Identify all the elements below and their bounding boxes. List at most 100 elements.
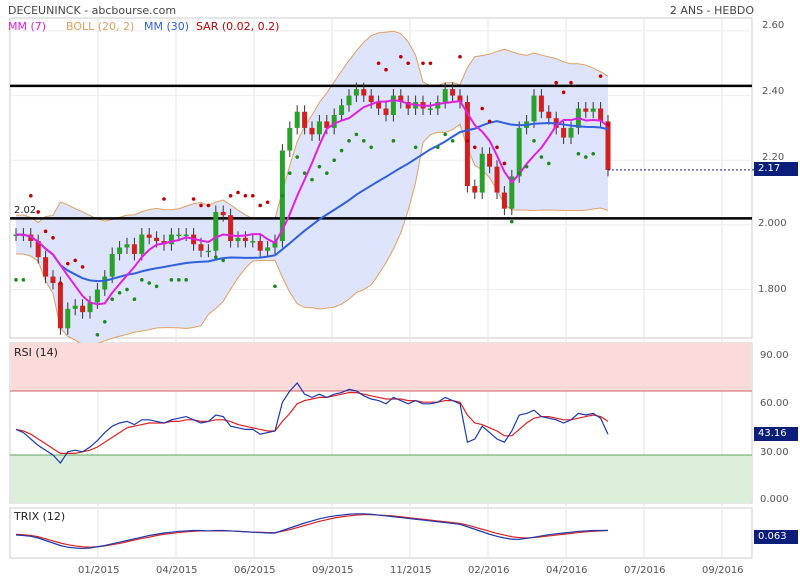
rsi-tick: 90.00 (760, 350, 789, 361)
candle-body (124, 244, 130, 248)
candle-body (220, 211, 226, 216)
period-label: 2 ANS - HEBDO (669, 4, 754, 17)
sar-dot (450, 139, 455, 143)
sar-dot (228, 193, 233, 198)
sar-dot (569, 80, 573, 85)
price-tick: 2.60 (762, 20, 785, 31)
candle-body (213, 211, 219, 251)
sar-dot (428, 61, 433, 66)
candle-body (72, 305, 78, 309)
candle-body (35, 241, 41, 258)
candle-body (198, 244, 204, 251)
sar-dot (132, 297, 137, 302)
last-price-badge: 2.17 (754, 162, 798, 176)
trix-signal-line (15, 514, 609, 548)
sar-dot (584, 155, 588, 159)
x-tick: 11/2015 (390, 565, 432, 576)
candle-body (590, 108, 596, 112)
legend-sar: SAR (0.02, 0.2) (196, 20, 280, 33)
candle-body (531, 95, 537, 122)
candle-body (265, 247, 271, 251)
sar-dot (66, 261, 70, 266)
sar-dot (273, 284, 277, 289)
sar-dot (524, 164, 529, 169)
price-tick: 2.40 (762, 86, 785, 97)
candle-body (435, 102, 441, 109)
sar-dot (177, 278, 181, 282)
rsi-tick: 60.00 (760, 398, 789, 409)
sar-dot (487, 119, 492, 124)
candle-body (80, 305, 86, 313)
sar-dot (191, 197, 196, 201)
sar-dot (325, 171, 329, 175)
sar-dot (399, 54, 403, 59)
trix-line (15, 513, 609, 550)
sar-dot (214, 255, 218, 259)
x-tick: 06/2015 (234, 565, 276, 576)
sar-dot (376, 61, 381, 66)
candle-body (383, 108, 389, 115)
candle-body (427, 108, 433, 111)
sar-dot (36, 210, 40, 214)
candle-body (87, 302, 93, 313)
sar-dot (510, 219, 514, 224)
sar-dot (517, 171, 521, 175)
sar-dot (502, 161, 507, 166)
candle-body (183, 234, 189, 237)
x-tick: 07/2016 (624, 565, 666, 576)
candle-body (294, 111, 300, 128)
x-tick: 02/2016 (468, 565, 510, 576)
sar-dot (154, 284, 159, 289)
support-label: 2.02 (14, 205, 37, 216)
sar-dot (21, 278, 26, 282)
sar-dot (258, 203, 263, 208)
rsi-overbought-zone (11, 343, 751, 391)
sar-dot (103, 320, 107, 324)
candle-body (324, 121, 330, 128)
sar-dot (265, 200, 270, 205)
candle-body (457, 95, 463, 103)
sar-dot (110, 297, 114, 302)
sar-dot (58, 281, 63, 285)
sar-dot (421, 61, 425, 66)
candle-body (250, 241, 256, 243)
sar-dot (495, 145, 499, 150)
sar-dot (302, 171, 307, 175)
sar-dot (480, 106, 485, 111)
candle-body (442, 89, 448, 103)
candle-body (331, 114, 337, 128)
candle-body (117, 247, 123, 254)
candle-body (546, 111, 552, 119)
candle-body (205, 250, 211, 253)
sar-dot (561, 90, 566, 95)
candle-body (472, 186, 478, 193)
candle-body (353, 89, 359, 96)
price-tick: 2.000 (758, 218, 787, 229)
sar-dot (539, 155, 544, 159)
sar-dot (243, 193, 248, 198)
sar-dot (413, 145, 418, 150)
trix-panel-frame (9, 507, 753, 559)
sar-dot (295, 155, 300, 159)
sar-dot (598, 74, 603, 78)
candle-body (168, 234, 174, 245)
candle-body (257, 241, 263, 251)
sar-dot (384, 67, 388, 72)
sar-dot (458, 54, 462, 59)
sar-dot (436, 145, 440, 150)
sar-dot (362, 139, 366, 143)
candle-body (94, 289, 100, 303)
legend-boll: BOLL (20, 2) (66, 20, 135, 33)
candle-body (235, 237, 241, 242)
sar-dot (184, 278, 188, 282)
candle-body (287, 127, 293, 151)
candle-body (583, 108, 589, 112)
x-tick: 04/2015 (156, 565, 198, 576)
candle-body (154, 237, 160, 242)
sar-dot (288, 171, 292, 175)
sar-dot (73, 258, 77, 263)
candle-body (316, 121, 322, 135)
candle-body (464, 102, 470, 187)
sar-dot (443, 132, 448, 137)
candle-body (538, 95, 544, 112)
